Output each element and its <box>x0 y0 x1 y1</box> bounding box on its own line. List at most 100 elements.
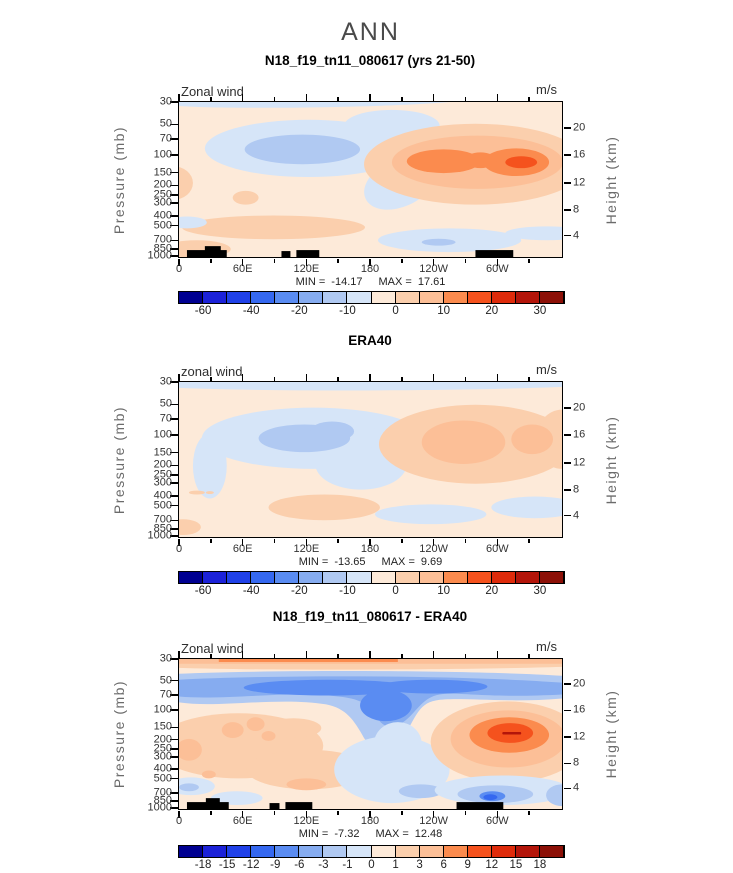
colorbar-segment <box>323 292 348 303</box>
colorbar-tick-label: 9 <box>464 859 471 871</box>
panel2-title: ERA40 <box>348 333 392 348</box>
colorbar-tick-label: -20 <box>291 585 308 597</box>
lon-tick-mark <box>432 93 435 101</box>
panel1-plot: 30 50 70 100 150 200 250 300 400 500 700 850 1000 20 1… <box>148 93 585 275</box>
pressure-tick-mark <box>170 434 178 436</box>
height-tick-mark <box>563 514 571 517</box>
min-label: MIN = <box>295 276 326 288</box>
colorbar-tick-label: -6 <box>294 859 305 871</box>
height-tick-mark <box>563 683 571 685</box>
colorbar-tick-label: 1 <box>392 859 399 871</box>
colorbar-tick-label: -60 <box>194 305 212 317</box>
lon-tick-mark <box>528 653 530 658</box>
lon-tick-mark <box>210 538 212 543</box>
colorbar-segment <box>395 846 420 857</box>
height-tick-mark <box>563 407 571 409</box>
lon-tick-label: 120E <box>293 815 320 827</box>
lon-tick-mark <box>369 538 371 546</box>
height-tick-label: 20 <box>573 677 586 690</box>
lon-tick-mark <box>464 538 467 543</box>
colorbar-tick-label: 30 <box>533 305 547 317</box>
lon-tick-mark <box>401 538 403 543</box>
pressure-tick-mark <box>170 658 178 660</box>
lon-tick-mark <box>305 258 308 266</box>
min-label: MIN = <box>298 828 329 840</box>
colorbar-segment <box>467 572 492 583</box>
colorbar-segment <box>251 572 276 583</box>
panel3-top-positive-band <box>179 659 562 670</box>
pressure-tick-label: 250 <box>153 742 172 755</box>
pressure-tick-mark <box>170 171 178 174</box>
pressure-tick-label: 250 <box>153 188 172 201</box>
colorbar-tick-label: 20 <box>485 585 499 597</box>
panel3-title: N18_f19_tn11_080617 - ERA40 <box>272 609 468 624</box>
max-label: MAX = <box>375 828 409 840</box>
colorbar-tick-label: 12 <box>485 859 499 871</box>
lon-tick-label: 0 <box>175 543 183 555</box>
panel3-middle-negative-patch <box>334 722 450 804</box>
panel2-colorbar: -60 -40 -20 -10 0 10 20 30 <box>178 571 565 597</box>
panel1-minmax: MIN = -14.17 MAX = 17.61 <box>178 276 563 288</box>
lon-tick-mark <box>178 258 180 266</box>
lon-tick-mark <box>528 810 530 815</box>
lon-tick-mark <box>273 96 276 101</box>
pressure-tick-mark <box>170 194 178 196</box>
lon-tick-mark <box>401 810 403 815</box>
panel3-topography-bars <box>186 798 504 809</box>
max-value: 17.61 <box>417 276 446 288</box>
lon-tick-mark <box>496 93 499 101</box>
lon-tick-mark <box>210 96 212 101</box>
colorbar-tick-label: -40 <box>242 585 260 597</box>
colorbar-segment <box>251 292 276 303</box>
pressure-tick-label: 400 <box>153 209 172 222</box>
pressure-tick-label: 200 <box>153 458 172 471</box>
pressure-tick-label: 300 <box>153 750 172 763</box>
panel3-pressure-axis-title: Pressure (mb) <box>111 679 127 789</box>
pressure-tick-mark <box>170 154 178 156</box>
panel1-westerly-jet <box>179 123 562 205</box>
pressure-tick-label: 100 <box>153 703 172 716</box>
pressure-tick-label: 400 <box>153 489 172 502</box>
lon-tick-mark <box>241 650 244 658</box>
height-tick-label: 4 <box>573 229 580 242</box>
height-tick-mark <box>563 182 571 184</box>
pressure-tick-label: 100 <box>153 148 172 161</box>
lon-tick-mark <box>273 258 276 263</box>
panel2-height-axis-title: Height (km) <box>603 415 619 505</box>
lon-tick-mark <box>369 93 371 101</box>
colorbar-tick-label: -9 <box>270 859 281 871</box>
pressure-tick-mark <box>170 519 178 522</box>
lon-tick-mark <box>401 653 403 658</box>
pressure-tick-mark <box>170 123 178 126</box>
pressure-tick-mark <box>170 184 178 187</box>
colorbar-segment <box>443 292 468 303</box>
lon-tick-label: 60E <box>232 543 253 555</box>
lon-tick-mark <box>241 538 244 546</box>
pressure-tick-mark <box>170 504 178 507</box>
colorbar-segment <box>323 846 348 857</box>
lon-tick-mark <box>528 258 530 263</box>
panel2-pressure-axis-title: Pressure (mb) <box>111 405 127 515</box>
pressure-tick-label: 30 <box>159 375 172 388</box>
colorbar-segment <box>347 572 372 583</box>
height-tick-label: 20 <box>573 401 586 414</box>
lon-tick-mark <box>241 258 244 266</box>
pressure-tick-mark <box>170 464 178 467</box>
lon-tick-label: 120W <box>419 815 449 827</box>
colorbar-segment <box>299 846 324 857</box>
pressure-tick-mark <box>170 138 178 140</box>
min-label: MIN = <box>298 556 329 568</box>
panel3-contour-field <box>179 659 562 809</box>
lon-tick-mark <box>273 538 276 543</box>
panel1-colorbar: -60 -40 -20 -10 0 10 20 30 <box>178 291 565 317</box>
colorbar-segment <box>299 572 324 583</box>
colorbar-tick-label: -40 <box>242 305 260 317</box>
lon-tick-label: 120W <box>419 263 449 275</box>
lon-tick-mark <box>241 93 244 101</box>
height-tick-label: 16 <box>573 428 586 441</box>
panel2-minmax: MIN = -13.65 MAX = 9.69 <box>178 556 563 568</box>
panel2-contour-field <box>179 382 562 537</box>
colorbar-tick-label: 3 <box>416 859 423 871</box>
lon-tick-mark <box>241 373 244 381</box>
lon-tick-mark <box>464 810 467 815</box>
